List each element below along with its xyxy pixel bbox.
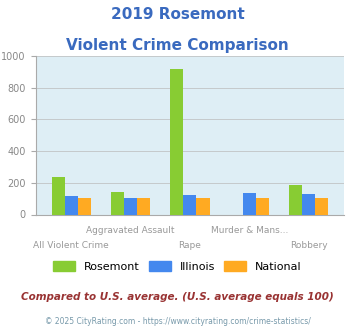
Text: Murder & Mans...: Murder & Mans... [211, 226, 288, 235]
Text: All Violent Crime: All Violent Crime [33, 241, 109, 250]
Bar [196, 198, 209, 214]
Bar [111, 191, 124, 214]
Bar [289, 185, 302, 214]
Bar [243, 193, 256, 214]
Text: Violent Crime Comparison: Violent Crime Comparison [66, 38, 289, 53]
Bar [65, 196, 78, 214]
Text: 2019 Rosemont: 2019 Rosemont [111, 7, 244, 21]
Text: Rape: Rape [179, 241, 201, 250]
Bar [137, 198, 150, 214]
Bar [256, 198, 269, 214]
Text: Aggravated Assault: Aggravated Assault [86, 226, 175, 235]
Bar [170, 69, 184, 214]
Text: Compared to U.S. average. (U.S. average equals 100): Compared to U.S. average. (U.S. average … [21, 292, 334, 302]
Text: © 2025 CityRating.com - https://www.cityrating.com/crime-statistics/: © 2025 CityRating.com - https://www.city… [45, 317, 310, 326]
Bar [124, 198, 137, 214]
Text: Robbery: Robbery [290, 241, 328, 250]
Bar [315, 198, 328, 214]
Bar [184, 195, 196, 214]
Bar [78, 198, 91, 214]
Legend: Rosemont, Illinois, National: Rosemont, Illinois, National [50, 258, 305, 276]
Bar [302, 194, 315, 214]
Bar [51, 177, 65, 215]
